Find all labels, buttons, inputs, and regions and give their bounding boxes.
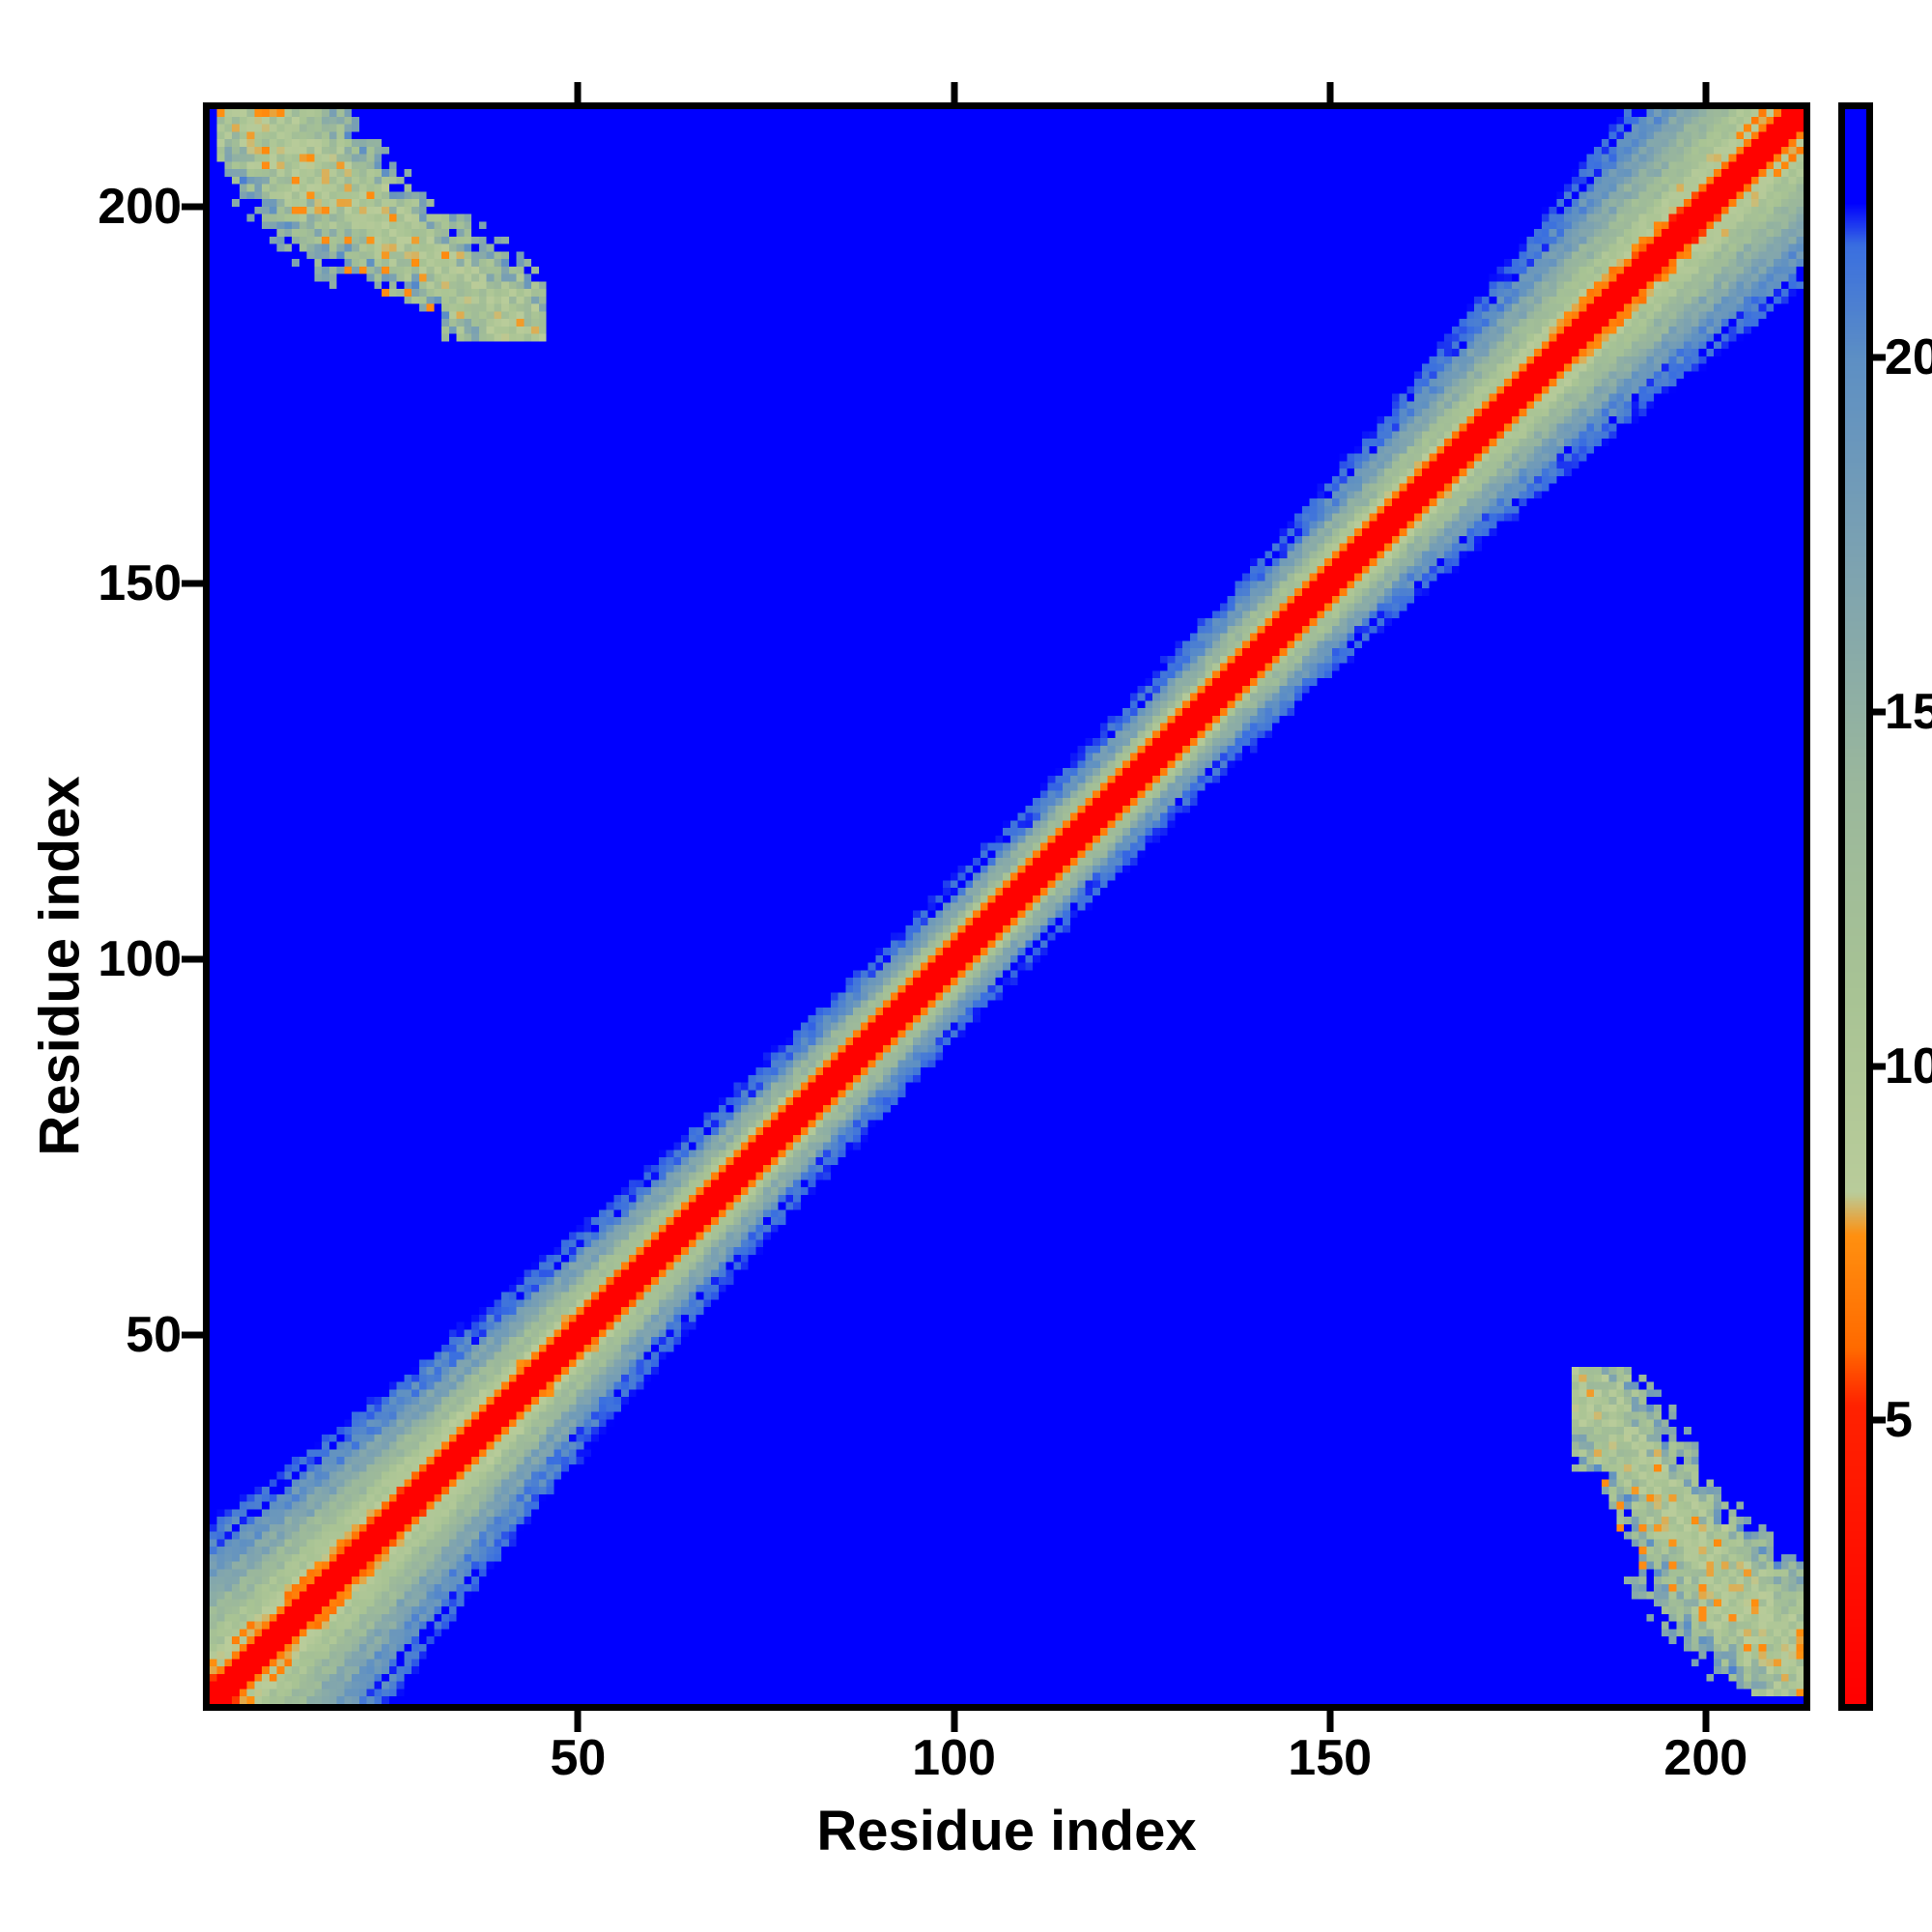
x-tick-label: 200 bbox=[1663, 1730, 1748, 1786]
heatmap-plot-area bbox=[203, 102, 1810, 1711]
colorbar-tick-label: 10 bbox=[1885, 1037, 1932, 1094]
x-tick-label: 100 bbox=[912, 1730, 996, 1786]
colorbar-tick-label: 5 bbox=[1885, 1392, 1913, 1449]
y-tick-label: 200 bbox=[98, 179, 182, 236]
x-tick-mark-top bbox=[574, 82, 582, 103]
colorbar-gradient bbox=[1845, 109, 1866, 1704]
x-tick-mark bbox=[1326, 1711, 1334, 1732]
colorbar-tick-mark bbox=[1868, 354, 1886, 361]
x-tick-mark-top bbox=[951, 82, 958, 103]
x-tick-mark bbox=[951, 1711, 958, 1732]
colorbar bbox=[1838, 102, 1873, 1711]
heatmap-image bbox=[210, 109, 1804, 1704]
y-tick-mark bbox=[182, 955, 203, 963]
colorbar-tick-mark bbox=[1868, 1063, 1886, 1070]
y-tick-mark bbox=[182, 580, 203, 587]
y-tick-mark bbox=[182, 203, 203, 211]
y-tick-label: 50 bbox=[126, 1307, 182, 1364]
x-tick-mark-top bbox=[1702, 82, 1710, 103]
colorbar-tick-label: 15 bbox=[1885, 683, 1932, 740]
colorbar-tick-mark bbox=[1868, 1416, 1886, 1424]
x-tick-mark bbox=[574, 1711, 582, 1732]
x-tick-mark-top bbox=[1326, 82, 1334, 103]
y-tick-label: 150 bbox=[98, 554, 182, 611]
y-axis-title: Residue index bbox=[28, 776, 92, 1156]
x-tick-label: 150 bbox=[1288, 1730, 1373, 1786]
x-tick-label: 50 bbox=[550, 1730, 607, 1786]
y-tick-label: 100 bbox=[98, 931, 182, 987]
colorbar-tick-mark bbox=[1868, 708, 1886, 716]
colorbar-tick-label: 20 bbox=[1885, 328, 1932, 385]
x-tick-mark bbox=[1702, 1711, 1710, 1732]
x-axis-title: Residue index bbox=[816, 1800, 1197, 1862]
y-tick-mark bbox=[182, 1331, 203, 1339]
